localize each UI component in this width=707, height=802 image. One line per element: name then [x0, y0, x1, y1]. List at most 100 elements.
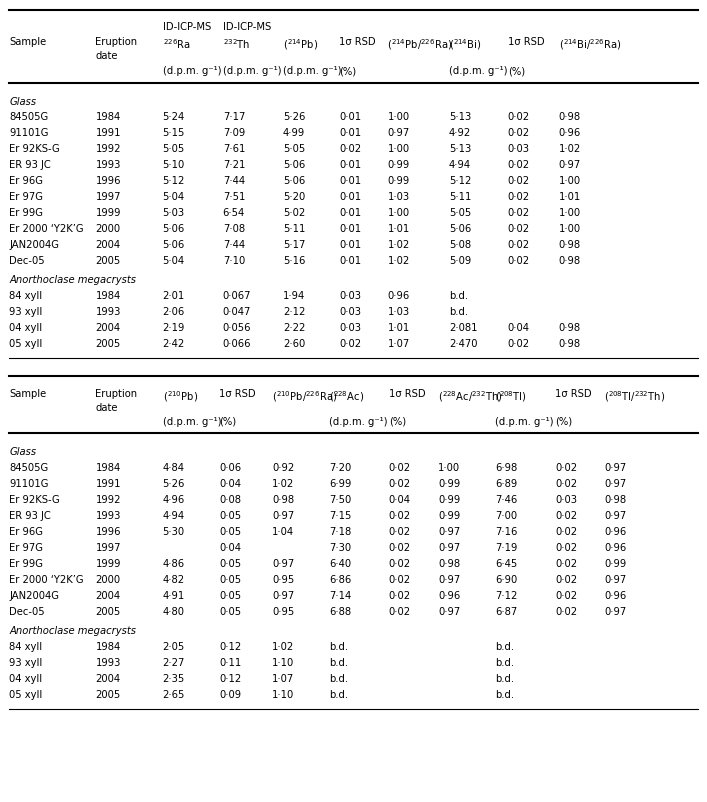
Text: b.d.: b.d. — [449, 291, 468, 301]
Text: 2·470: 2·470 — [449, 339, 477, 349]
Text: 0·05: 0·05 — [219, 559, 241, 569]
Text: 1991: 1991 — [95, 479, 121, 489]
Text: 5·04: 5·04 — [163, 256, 185, 266]
Text: 1·04: 1·04 — [272, 527, 294, 537]
Text: 1·02: 1·02 — [559, 144, 580, 154]
Text: 0·04: 0·04 — [508, 323, 530, 333]
Text: 0·01: 0·01 — [339, 240, 361, 250]
Text: 0·02: 0·02 — [389, 479, 411, 489]
Text: 4·99: 4·99 — [283, 128, 305, 138]
Text: 1·00: 1·00 — [438, 463, 460, 473]
Text: 0·02: 0·02 — [508, 192, 530, 202]
Text: Dec-05: Dec-05 — [9, 607, 45, 617]
Text: 0·97: 0·97 — [559, 160, 580, 170]
Text: 5·09: 5·09 — [449, 256, 471, 266]
Text: 4·92: 4·92 — [449, 128, 471, 138]
Text: 2005: 2005 — [95, 339, 121, 349]
Text: 5·13: 5·13 — [449, 144, 471, 154]
Text: 1993: 1993 — [95, 160, 121, 170]
Text: 0·97: 0·97 — [604, 575, 626, 585]
Text: Er 99G: Er 99G — [9, 208, 43, 218]
Text: 1σ RSD: 1σ RSD — [389, 389, 426, 399]
Text: JAN2004G: JAN2004G — [9, 591, 59, 601]
Text: 6·45: 6·45 — [495, 559, 517, 569]
Text: 0·03: 0·03 — [339, 307, 361, 317]
Text: 6·89: 6·89 — [495, 479, 517, 489]
Text: Er 2000 ‘Y2K’G: Er 2000 ‘Y2K’G — [9, 575, 84, 585]
Text: 2000: 2000 — [95, 224, 121, 234]
Text: 5·06: 5·06 — [163, 240, 185, 250]
Text: 0·066: 0·066 — [223, 339, 251, 349]
Text: 05 xyll: 05 xyll — [9, 339, 42, 349]
Text: 5·30: 5·30 — [163, 527, 185, 537]
Text: Sample: Sample — [9, 389, 47, 399]
Text: 7·15: 7·15 — [329, 511, 351, 521]
Text: 0·02: 0·02 — [339, 144, 361, 154]
Text: 1σ RSD: 1σ RSD — [508, 37, 544, 47]
Text: 0·99: 0·99 — [438, 511, 460, 521]
Text: 5·06: 5·06 — [283, 176, 305, 186]
Text: (%): (%) — [339, 66, 356, 76]
Text: 1·00: 1·00 — [387, 208, 409, 218]
Text: 1993: 1993 — [95, 658, 121, 668]
Text: 0·95: 0·95 — [272, 607, 294, 617]
Text: Er 92KS-G: Er 92KS-G — [9, 144, 60, 154]
Text: (d.p.m. g⁻¹): (d.p.m. g⁻¹) — [163, 417, 221, 427]
Text: 0·02: 0·02 — [508, 224, 530, 234]
Text: 0·04: 0·04 — [389, 495, 411, 505]
Text: (d.p.m. g⁻¹): (d.p.m. g⁻¹) — [223, 66, 281, 76]
Text: 84505G: 84505G — [9, 112, 49, 122]
Text: 5·04: 5·04 — [163, 192, 185, 202]
Text: ($^{214}$Pb/$^{226}$Ra): ($^{214}$Pb/$^{226}$Ra) — [387, 37, 452, 52]
Text: 1·10: 1·10 — [272, 658, 294, 668]
Text: 0·97: 0·97 — [438, 543, 460, 553]
Text: 5·06: 5·06 — [449, 224, 471, 234]
Text: 0·05: 0·05 — [219, 591, 241, 601]
Text: 1996: 1996 — [95, 176, 121, 186]
Text: 0·01: 0·01 — [339, 192, 361, 202]
Text: 7·20: 7·20 — [329, 463, 351, 473]
Text: 0·02: 0·02 — [389, 511, 411, 521]
Text: 0·03: 0·03 — [555, 495, 577, 505]
Text: 1·02: 1·02 — [387, 256, 409, 266]
Text: 1992: 1992 — [95, 495, 121, 505]
Text: (%): (%) — [508, 66, 525, 76]
Text: Anorthoclase megacrysts: Anorthoclase megacrysts — [9, 275, 136, 285]
Text: 0·98: 0·98 — [559, 112, 580, 122]
Text: 5·10: 5·10 — [163, 160, 185, 170]
Text: Er 96G: Er 96G — [9, 527, 43, 537]
Text: 0·97: 0·97 — [604, 511, 626, 521]
Text: 2·60: 2·60 — [283, 339, 305, 349]
Text: 1·94: 1·94 — [283, 291, 305, 301]
Text: 0·09: 0·09 — [219, 690, 241, 700]
Text: 2005: 2005 — [95, 607, 121, 617]
Text: 2·081: 2·081 — [449, 323, 477, 333]
Text: 1·00: 1·00 — [559, 208, 580, 218]
Text: 1·02: 1·02 — [272, 479, 294, 489]
Text: 2·22: 2·22 — [283, 323, 305, 333]
Text: 0·056: 0·056 — [223, 323, 251, 333]
Text: 7·08: 7·08 — [223, 224, 245, 234]
Text: date: date — [95, 51, 118, 61]
Text: 6·40: 6·40 — [329, 559, 351, 569]
Text: 1·01: 1·01 — [387, 323, 409, 333]
Text: 2·65: 2·65 — [163, 690, 185, 700]
Text: 0·98: 0·98 — [559, 256, 580, 266]
Text: 7·16: 7·16 — [495, 527, 518, 537]
Text: 0·01: 0·01 — [339, 256, 361, 266]
Text: 1984: 1984 — [95, 112, 121, 122]
Text: 0·04: 0·04 — [219, 479, 241, 489]
Text: 0·99: 0·99 — [604, 559, 626, 569]
Text: 0·01: 0·01 — [339, 224, 361, 234]
Text: 0·96: 0·96 — [559, 128, 580, 138]
Text: 6·98: 6·98 — [495, 463, 517, 473]
Text: 04 xyll: 04 xyll — [9, 323, 42, 333]
Text: 5·06: 5·06 — [163, 224, 185, 234]
Text: 0·01: 0·01 — [339, 160, 361, 170]
Text: 5·11: 5·11 — [283, 224, 305, 234]
Text: 0·01: 0·01 — [339, 176, 361, 186]
Text: 2·01: 2·01 — [163, 291, 185, 301]
Text: Er 99G: Er 99G — [9, 559, 43, 569]
Text: 0·97: 0·97 — [604, 479, 626, 489]
Text: 0·97: 0·97 — [438, 607, 460, 617]
